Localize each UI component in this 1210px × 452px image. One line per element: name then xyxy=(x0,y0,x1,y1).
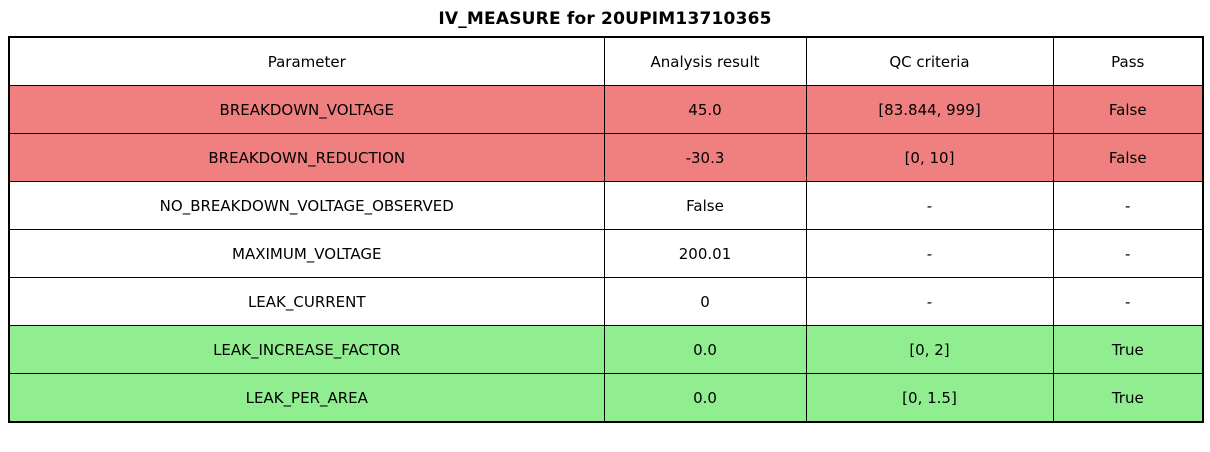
pass-cell: True xyxy=(1052,373,1204,423)
pass-cell: - xyxy=(1052,181,1204,230)
parameter-cell: LEAK_INCREASE_FACTOR xyxy=(8,325,605,374)
table-row: BREAKDOWN_VOLTAGE 45.0 [83.844, 999] False xyxy=(8,85,1204,134)
table-header-row: Parameter Analysis result QC criteria Pa… xyxy=(8,36,1204,86)
pass-cell: True xyxy=(1052,325,1204,374)
qc-criteria-cell: [0, 2] xyxy=(805,325,1054,374)
parameter-cell: BREAKDOWN_REDUCTION xyxy=(8,133,605,182)
table-row: LEAK_PER_AREA 0.0 [0, 1.5] True xyxy=(8,373,1204,423)
results-table: Parameter Analysis result QC criteria Pa… xyxy=(8,36,1204,423)
column-header-parameter: Parameter xyxy=(8,36,605,86)
pass-cell: - xyxy=(1052,277,1204,326)
pass-cell: False xyxy=(1052,133,1204,182)
table-row: LEAK_CURRENT 0- - xyxy=(8,277,1204,326)
pass-cell: False xyxy=(1052,85,1204,134)
table-row: BREAKDOWN_REDUCTION -30.3 [0, 10] False xyxy=(8,133,1204,182)
results-table-body: BREAKDOWN_VOLTAGE 45.0 [83.844, 999] False B… xyxy=(8,85,1204,423)
qc-criteria-cell: [83.844, 999] xyxy=(805,85,1054,134)
column-header-pass: Pass xyxy=(1052,36,1204,86)
analysis-result-cell: 0.0 xyxy=(603,325,807,374)
qc-criteria-cell: - xyxy=(805,229,1054,278)
table-row: LEAK_INCREASE_FACTOR 0.0 [0, 2] True xyxy=(8,325,1204,374)
qc-criteria-cell: - xyxy=(805,277,1054,326)
column-header-analysis-result: Analysis result xyxy=(603,36,807,86)
analysis-result-cell: 200.01 xyxy=(603,229,807,278)
parameter-cell: LEAK_PER_AREA xyxy=(8,373,605,423)
parameter-cell: MAXIMUM_VOLTAGE xyxy=(8,229,605,278)
analysis-result-cell: 0.0 xyxy=(603,373,807,423)
analysis-result-cell: 45.0 xyxy=(603,85,807,134)
analysis-result-cell: -30.3 xyxy=(603,133,807,182)
table-row: MAXIMUM_VOLTAGE 200.01- - xyxy=(8,229,1204,278)
column-header-qc-criteria: QC criteria xyxy=(805,36,1054,86)
parameter-cell: BREAKDOWN_VOLTAGE xyxy=(8,85,605,134)
pass-cell: - xyxy=(1052,229,1204,278)
parameter-cell: LEAK_CURRENT xyxy=(8,277,605,326)
analysis-result-cell: False xyxy=(603,181,807,230)
page-title: IV_MEASURE for 20UPIM13710365 xyxy=(438,9,772,29)
qc-criteria-cell: - xyxy=(805,181,1054,230)
table-row: NO_BREAKDOWN_VOLTAGE_OBSERVED False - - xyxy=(8,181,1204,230)
qc-criteria-cell: [0, 10] xyxy=(805,133,1054,182)
qc-criteria-cell: [0, 1.5] xyxy=(805,373,1054,423)
parameter-cell: NO_BREAKDOWN_VOLTAGE_OBSERVED xyxy=(8,181,605,230)
analysis-result-cell: 0 xyxy=(603,277,807,326)
